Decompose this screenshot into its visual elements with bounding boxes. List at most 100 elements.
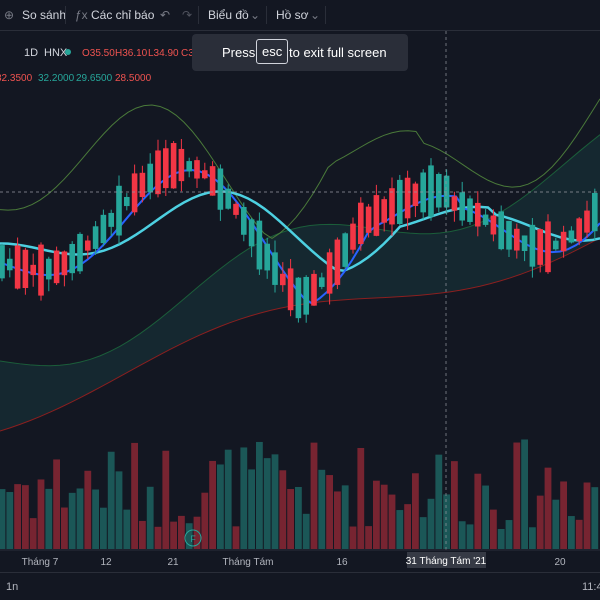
dropdown-arrow: ⌄ (310, 8, 321, 22)
candle-body (202, 170, 208, 179)
x-label: Tháng 7 (22, 557, 59, 568)
volume-bar (341, 485, 349, 549)
x-label: 12 (100, 557, 112, 568)
volume-bar (560, 481, 567, 549)
candle-body (358, 202, 364, 245)
indicator-value: 29.6500 (76, 73, 113, 84)
candle-body (225, 188, 231, 209)
separator (65, 6, 66, 24)
candle-body (381, 199, 387, 223)
candle-body (334, 239, 341, 285)
candle-body (30, 264, 36, 276)
status-dot (65, 49, 71, 55)
candle-body (514, 228, 520, 251)
candle-body (131, 173, 138, 213)
volume-bar (443, 494, 450, 549)
volume-bar (76, 488, 84, 549)
candle-body (248, 219, 255, 247)
volume-bar (209, 460, 216, 549)
volume-bar (29, 518, 37, 549)
candle-body (467, 198, 473, 222)
volume-bar (287, 489, 294, 549)
profile-button[interactable]: Hồ sơ (276, 8, 309, 22)
legend-interval: 1D (24, 47, 38, 59)
candle-body (529, 224, 536, 267)
volume-bar (0, 489, 6, 549)
volume-bar (419, 517, 427, 549)
compare-button[interactable]: So sánh (22, 8, 67, 22)
event-marker-label: F (190, 534, 196, 544)
indicators-icon: ƒx (75, 8, 88, 22)
candle-body (46, 258, 52, 280)
volume-bar (178, 515, 185, 549)
volume-bar (458, 521, 466, 549)
candle-body (139, 172, 146, 197)
candle-body (420, 172, 426, 213)
dropdown-arrow: ⌄ (250, 8, 261, 22)
separator (266, 6, 267, 24)
candle-body (116, 185, 122, 236)
volume-bar (37, 479, 45, 549)
candle-body (451, 196, 458, 211)
volume-bar (357, 447, 365, 549)
redo-button[interactable]: ↷ (182, 8, 193, 22)
candle-body (412, 183, 419, 207)
volume-bar (505, 520, 513, 549)
toast-text: to exit full screen (289, 45, 387, 60)
volume-bar (310, 442, 318, 549)
candle-body (85, 240, 91, 251)
volume-bar (162, 450, 170, 549)
separator (325, 6, 326, 24)
candle-body (147, 163, 153, 193)
candle-body (373, 195, 380, 236)
candle-body (319, 277, 325, 287)
candle-body (490, 215, 497, 235)
range-button[interactable]: 1n (6, 581, 19, 593)
volume-bar (131, 442, 138, 549)
legend-open: O35.50 (82, 48, 115, 59)
volume-bar (256, 441, 263, 549)
volume-bar (14, 484, 21, 549)
volume-bar (271, 454, 279, 549)
candle-body (482, 214, 489, 225)
candle-body (428, 165, 434, 217)
event-marker[interactable] (184, 529, 202, 547)
fullscreen-toast: Press esc to exit full screen (192, 34, 408, 71)
x-axis-labels: Tháng 7 12 21 Tháng Tám 16 20 (22, 557, 566, 568)
volume-bar (302, 513, 310, 549)
chart-type-button[interactable]: Biểu đồ (208, 8, 249, 22)
candle-body (295, 277, 302, 319)
volume-bar (536, 495, 544, 549)
clock: 11:4 (582, 581, 600, 593)
volume-bar (474, 473, 482, 549)
volume-bar (544, 467, 552, 549)
candle-body (397, 179, 403, 225)
volume-bar (61, 507, 68, 549)
candle-body (233, 203, 239, 215)
x-label: 16 (336, 557, 348, 568)
indicator-value: 28.5000 (115, 73, 152, 84)
indicators-button[interactable]: Các chỉ báo (91, 8, 155, 22)
volume-bar (380, 484, 388, 549)
volume-bar (451, 461, 458, 549)
candle-body (186, 161, 192, 172)
volume-bar (427, 498, 435, 549)
volume-bar (583, 482, 591, 549)
volume-bar (552, 499, 560, 549)
candle-body (22, 249, 29, 288)
undo-button[interactable]: ↶ (160, 8, 171, 22)
volume-bar (115, 471, 123, 549)
volume-bar (568, 516, 575, 549)
candle-body (264, 243, 270, 271)
x-label: Tháng Tám (223, 557, 274, 568)
candle-body (592, 192, 598, 232)
candle-body (443, 175, 450, 208)
candle-body (537, 229, 543, 265)
x-label: 21 (167, 557, 179, 568)
volume (0, 439, 599, 549)
x-label: 20 (554, 557, 566, 568)
volume-bar (53, 459, 60, 549)
candle-body (0, 245, 5, 279)
volume-bar (45, 488, 53, 549)
candle-body (568, 230, 575, 243)
